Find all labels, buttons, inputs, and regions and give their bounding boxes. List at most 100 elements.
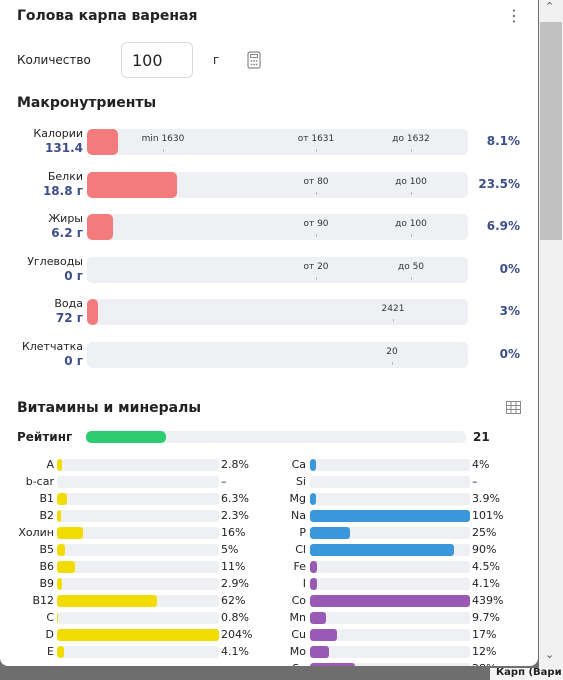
nutrient-track	[57, 459, 219, 471]
nutrient-value: 2.8%	[221, 458, 249, 471]
macro-marker: от 90	[303, 219, 329, 229]
marker-tick	[316, 276, 317, 280]
nutrient-name: Si	[295, 475, 306, 488]
nutrient-bar	[310, 663, 355, 666]
nutrient-track	[310, 578, 470, 590]
nutrient-name: Cl	[295, 543, 306, 556]
nutrient-value: 3.9%	[472, 492, 500, 505]
nutrient-name: Mg	[289, 492, 306, 505]
macro-track	[87, 299, 468, 325]
macro-marker: до 100	[395, 176, 427, 187]
marker-tick	[316, 191, 317, 195]
nutrient-track	[57, 476, 219, 488]
nutrient-track	[310, 510, 470, 522]
marker-tick	[411, 191, 412, 195]
macro-name: Жиры	[48, 212, 83, 225]
macro-marker: 2421	[381, 304, 405, 314]
nutrient-bar	[57, 510, 61, 522]
nutrient-value: 11%	[221, 560, 246, 573]
nutrient-name: A	[46, 458, 54, 471]
nutrient-bar	[57, 612, 59, 624]
nutrient-bar	[57, 646, 64, 658]
nutrient-track	[310, 612, 470, 624]
nutrient-value: 439%	[472, 594, 504, 607]
macro-amount: 18.8 г	[42, 183, 83, 198]
macro-bar	[87, 299, 99, 325]
nutrient-name: B12	[32, 594, 54, 607]
marker-tick	[316, 149, 317, 152]
nutrient-bar	[310, 629, 338, 641]
rating-bar	[86, 431, 166, 443]
calculator-icon[interactable]	[247, 51, 261, 69]
macro-name: Углеводы	[27, 254, 83, 268]
nutrient-value: 2.9%	[221, 577, 249, 590]
nutrient-name: B1	[39, 492, 54, 505]
nutrient-track	[310, 459, 470, 471]
quantity-input[interactable]: 100	[121, 42, 193, 78]
marker-tick	[411, 234, 412, 237]
vitamins-title: Витамины и минералы	[17, 400, 201, 416]
rating-track	[86, 431, 466, 443]
nutrient-track	[57, 578, 219, 590]
macro-marker: до 1632	[392, 134, 430, 144]
macro-name: Вода	[54, 297, 83, 310]
marker-tick	[163, 149, 164, 152]
menu-button[interactable]: ⋮	[506, 6, 522, 25]
macro-percent: 8.1%	[486, 134, 520, 148]
nutrient-bar	[57, 578, 62, 590]
nutrient-track	[310, 663, 470, 666]
nutrient-bar	[310, 459, 317, 471]
quantity-value: 100	[132, 51, 163, 70]
macros-title: Макронутриенты	[17, 95, 157, 111]
scroll-up[interactable]: ⌃	[545, 0, 555, 13]
macro-amount: 131.4	[45, 141, 83, 155]
nutrient-bar	[57, 629, 219, 641]
table-icon[interactable]	[506, 401, 521, 414]
macro-amount: 0 г	[64, 353, 83, 368]
nutrient-value: 28%	[472, 662, 496, 666]
nutrient-value: 5%	[221, 543, 239, 556]
nutrient-bar	[310, 544, 454, 556]
macro-name: Белки	[47, 169, 83, 183]
card: Голова карпа вареная ⋮ Количество 100 г …	[0, 0, 538, 666]
macro-bar	[87, 171, 177, 198]
nutrient-value: 25%	[472, 526, 497, 539]
nutrient-track	[57, 510, 219, 522]
macro-amount: 72 г	[55, 311, 83, 325]
marker-tick	[316, 234, 317, 237]
nutrient-value: 4.1%	[221, 645, 249, 658]
macro-marker: до 100	[395, 219, 427, 229]
scroll-thumb[interactable]	[540, 22, 562, 240]
nutrient-name: Fe	[293, 560, 307, 573]
nutrient-value: 4.1%	[472, 577, 500, 590]
marker-tick	[411, 149, 412, 152]
nutrient-value: –	[472, 475, 478, 488]
footer-tab[interactable]: Карп (Вари	[490, 668, 563, 680]
nutrient-name: Na	[291, 509, 306, 522]
nutrient-track	[57, 612, 219, 624]
nutrient-bar	[310, 612, 326, 624]
macro-marker: до 50	[397, 261, 425, 272]
nutrient-bar	[310, 578, 317, 590]
marker-tick	[393, 319, 394, 322]
macro-track	[87, 214, 468, 240]
macro-bar	[87, 129, 118, 155]
nutrient-name: E	[47, 645, 54, 658]
nutrient-value: 6.3%	[221, 492, 249, 505]
nutrient-value: 17%	[472, 628, 497, 641]
nutrient-track	[57, 544, 219, 556]
nutrient-value: 4%	[472, 458, 490, 471]
nutrient-name: C	[46, 611, 54, 624]
nutrient-name: Mo	[289, 645, 306, 658]
nutrient-bar	[57, 459, 62, 471]
nutrient-name: B6	[39, 560, 54, 573]
nutrient-track	[57, 561, 219, 573]
scrollbar[interactable]: ⌃ ⌄	[539, 0, 563, 668]
nutrient-track	[310, 629, 470, 641]
macro-percent: 0%	[499, 261, 520, 276]
macro-marker: от 1631	[297, 134, 335, 144]
nutrient-bar	[310, 527, 350, 539]
nutrient-track	[310, 646, 470, 658]
nutrient-track	[57, 646, 219, 658]
scroll-down[interactable]: ⌄	[545, 648, 555, 661]
